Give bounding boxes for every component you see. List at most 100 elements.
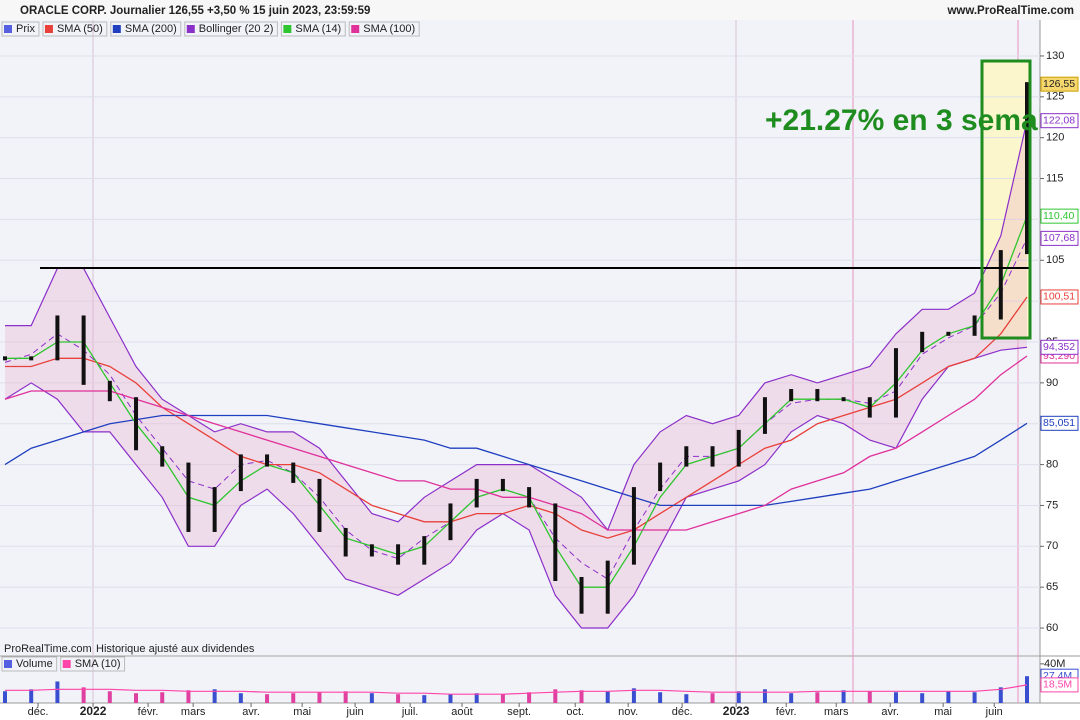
volume-bar [238, 693, 243, 703]
x-tick-label: 2022 [80, 704, 107, 718]
price-bar [3, 356, 7, 361]
price-bar [396, 544, 401, 565]
volume-bar [448, 694, 453, 703]
volume-bar [500, 694, 505, 703]
volume-panel [0, 657, 1040, 703]
legend-label: SMA (10) [75, 658, 121, 670]
legend-swatch [186, 25, 195, 33]
y-tick-label: 70 [1046, 540, 1058, 552]
y-tick-label: 65 [1046, 581, 1058, 593]
x-tick-label: mars [181, 706, 206, 718]
sma-line [5, 215, 1028, 588]
last-value-label: 110,40 [1043, 210, 1074, 222]
x-tick-label: avr. [242, 706, 260, 718]
legend-swatch [44, 25, 53, 33]
volume-bar [658, 692, 663, 703]
volume-bar [29, 689, 34, 703]
legend-label: Bollinger (20 2) [199, 23, 274, 35]
volume-bar [946, 691, 951, 703]
legend-label: SMA (14) [295, 23, 341, 35]
highlight-box [980, 59, 1032, 340]
volume-bar [3, 691, 7, 703]
x-tick-label: févr. [138, 706, 159, 718]
legend-swatch [4, 660, 12, 668]
last-value-label: 85,051 [1043, 417, 1075, 429]
volume-bar [527, 692, 532, 703]
volume-bar [841, 690, 846, 703]
volume-bar [186, 690, 191, 703]
legend-frame [184, 21, 278, 37]
y-tick-label: 75 [1046, 499, 1058, 511]
legend-label: Volume [16, 658, 53, 670]
x-tick-label: mai [293, 706, 311, 718]
y-tick-label: 115 [1046, 172, 1064, 184]
price-bar [579, 576, 584, 614]
price-bar [500, 478, 505, 492]
legend-frame [60, 656, 126, 672]
x-tick-label: oct. [566, 706, 584, 718]
x-tick-label: mai [934, 706, 952, 718]
x-tick-label: déc. [672, 706, 693, 718]
volume-bar [736, 691, 741, 703]
last-value-label-box [1040, 208, 1079, 224]
site-url: www.ProRealTime.com [946, 5, 1074, 17]
volume-bar [579, 690, 584, 703]
volume-bar [422, 695, 427, 703]
footer-note: Historique ajusté aux dividendes [96, 643, 255, 655]
x-tick-label: 2023 [723, 704, 750, 718]
x-tick-label: juin [985, 706, 1003, 718]
volume-bar [631, 688, 636, 703]
volume-bar [134, 693, 139, 703]
bollinger-lower [4, 346, 1028, 629]
legend-label: SMA (100) [363, 23, 415, 35]
highlight-box-fill [982, 61, 1030, 338]
price-bar [29, 356, 34, 361]
legend-label: SMA (200) [125, 23, 177, 35]
volume-bar [160, 692, 165, 703]
price-bar [343, 527, 348, 557]
volume-bar [867, 691, 872, 703]
legend-label: Prix [16, 23, 35, 35]
legend-frame [42, 21, 108, 37]
y-tick-label: 60 [1046, 622, 1058, 634]
price-bar [631, 487, 636, 565]
x-tick-label: avr. [881, 706, 899, 718]
annotation: +21.27% en 3 semaines [765, 104, 1080, 137]
price-bar [920, 331, 925, 353]
sma-line [4, 414, 1028, 507]
price-bar [893, 348, 898, 418]
price-bar [369, 544, 374, 557]
last-value-label: 94,352 [1043, 341, 1075, 353]
price-bar [684, 446, 689, 467]
price-bar [265, 454, 270, 467]
price-bar [762, 397, 767, 434]
last-volume-label: 18,5M [1043, 679, 1072, 691]
y-tick-label: 90 [1046, 377, 1058, 389]
x-tick-label: août [451, 706, 472, 718]
price-bar [134, 397, 139, 451]
y-tick-label: 120 [1046, 132, 1064, 144]
volume-bar [81, 687, 86, 703]
legend-frame [348, 21, 420, 37]
price-bar [658, 462, 663, 492]
volume-bar [789, 693, 794, 703]
last-value-label-box [1040, 339, 1079, 355]
volume-bar [684, 694, 689, 703]
price-bar [972, 315, 977, 336]
x-tick-label: déc. [28, 706, 49, 718]
y-tick-label: 125 [1046, 91, 1064, 103]
sma-line [4, 355, 1028, 531]
volume-bar [553, 689, 558, 703]
volume-bar [762, 689, 767, 703]
x-tick-label: sept. [507, 706, 531, 718]
chart-title: ORACLE CORP. Journalier 126,55 +3,50 % 1… [20, 5, 370, 17]
last-value-label: 122,08 [1043, 114, 1075, 126]
price-bar [710, 446, 715, 467]
price-bar [946, 331, 951, 336]
volume-bar [55, 681, 60, 703]
price-bar [55, 315, 60, 361]
volume-y-tick-label: 40M [1044, 658, 1065, 670]
last-price-label-box [1040, 76, 1079, 92]
x-tick-label: juin [346, 706, 364, 718]
volume-bar [710, 693, 715, 703]
